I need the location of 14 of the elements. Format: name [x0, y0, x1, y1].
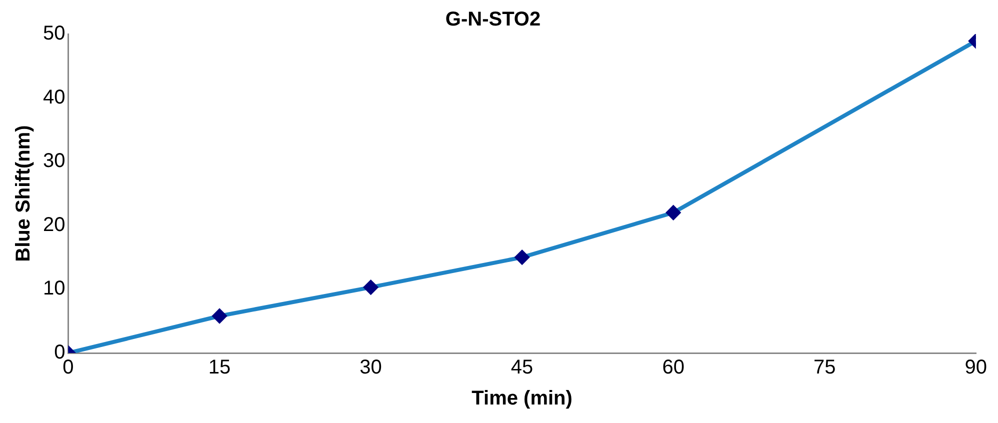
- x-tick-label: 15: [208, 356, 231, 379]
- y-tick-label: 20: [42, 214, 66, 236]
- y-tick-label: 40: [42, 86, 66, 108]
- chart-title: G-N-STO2: [445, 8, 541, 31]
- y-tick-label: 10: [42, 278, 66, 300]
- x-tick-label: 90: [964, 356, 987, 379]
- y-tick-label: 50: [42, 22, 66, 45]
- x-tick-label: 45: [510, 356, 534, 379]
- x-axis-title: Time (min): [472, 388, 572, 410]
- x-tick-label: 75: [813, 356, 836, 379]
- y-tick-label: 30: [42, 150, 66, 172]
- y-axis-title: Blue Shift(nm): [12, 125, 35, 262]
- x-tick-label: 30: [360, 356, 382, 379]
- x-tick-label: 60: [662, 356, 684, 379]
